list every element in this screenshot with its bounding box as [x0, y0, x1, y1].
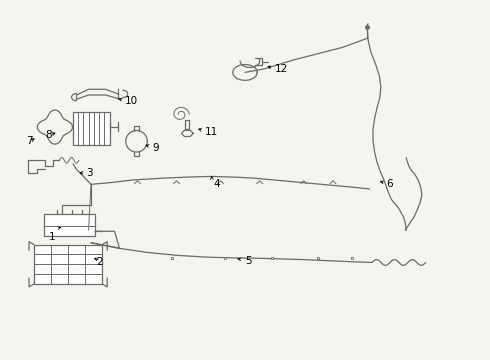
Text: 2: 2 [96, 257, 102, 267]
Text: 7: 7 [26, 136, 33, 146]
Text: 5: 5 [245, 256, 252, 266]
Text: 9: 9 [152, 143, 159, 153]
Bar [73, 112, 110, 145]
Bar [34, 244, 102, 284]
Text: 1: 1 [49, 232, 55, 242]
Text: 4: 4 [213, 179, 220, 189]
Text: 6: 6 [387, 179, 393, 189]
Bar [44, 214, 95, 235]
Text: 10: 10 [125, 96, 138, 106]
Text: 11: 11 [205, 127, 218, 136]
Text: 12: 12 [274, 64, 288, 74]
Text: 3: 3 [86, 168, 93, 178]
Text: 8: 8 [46, 130, 52, 140]
